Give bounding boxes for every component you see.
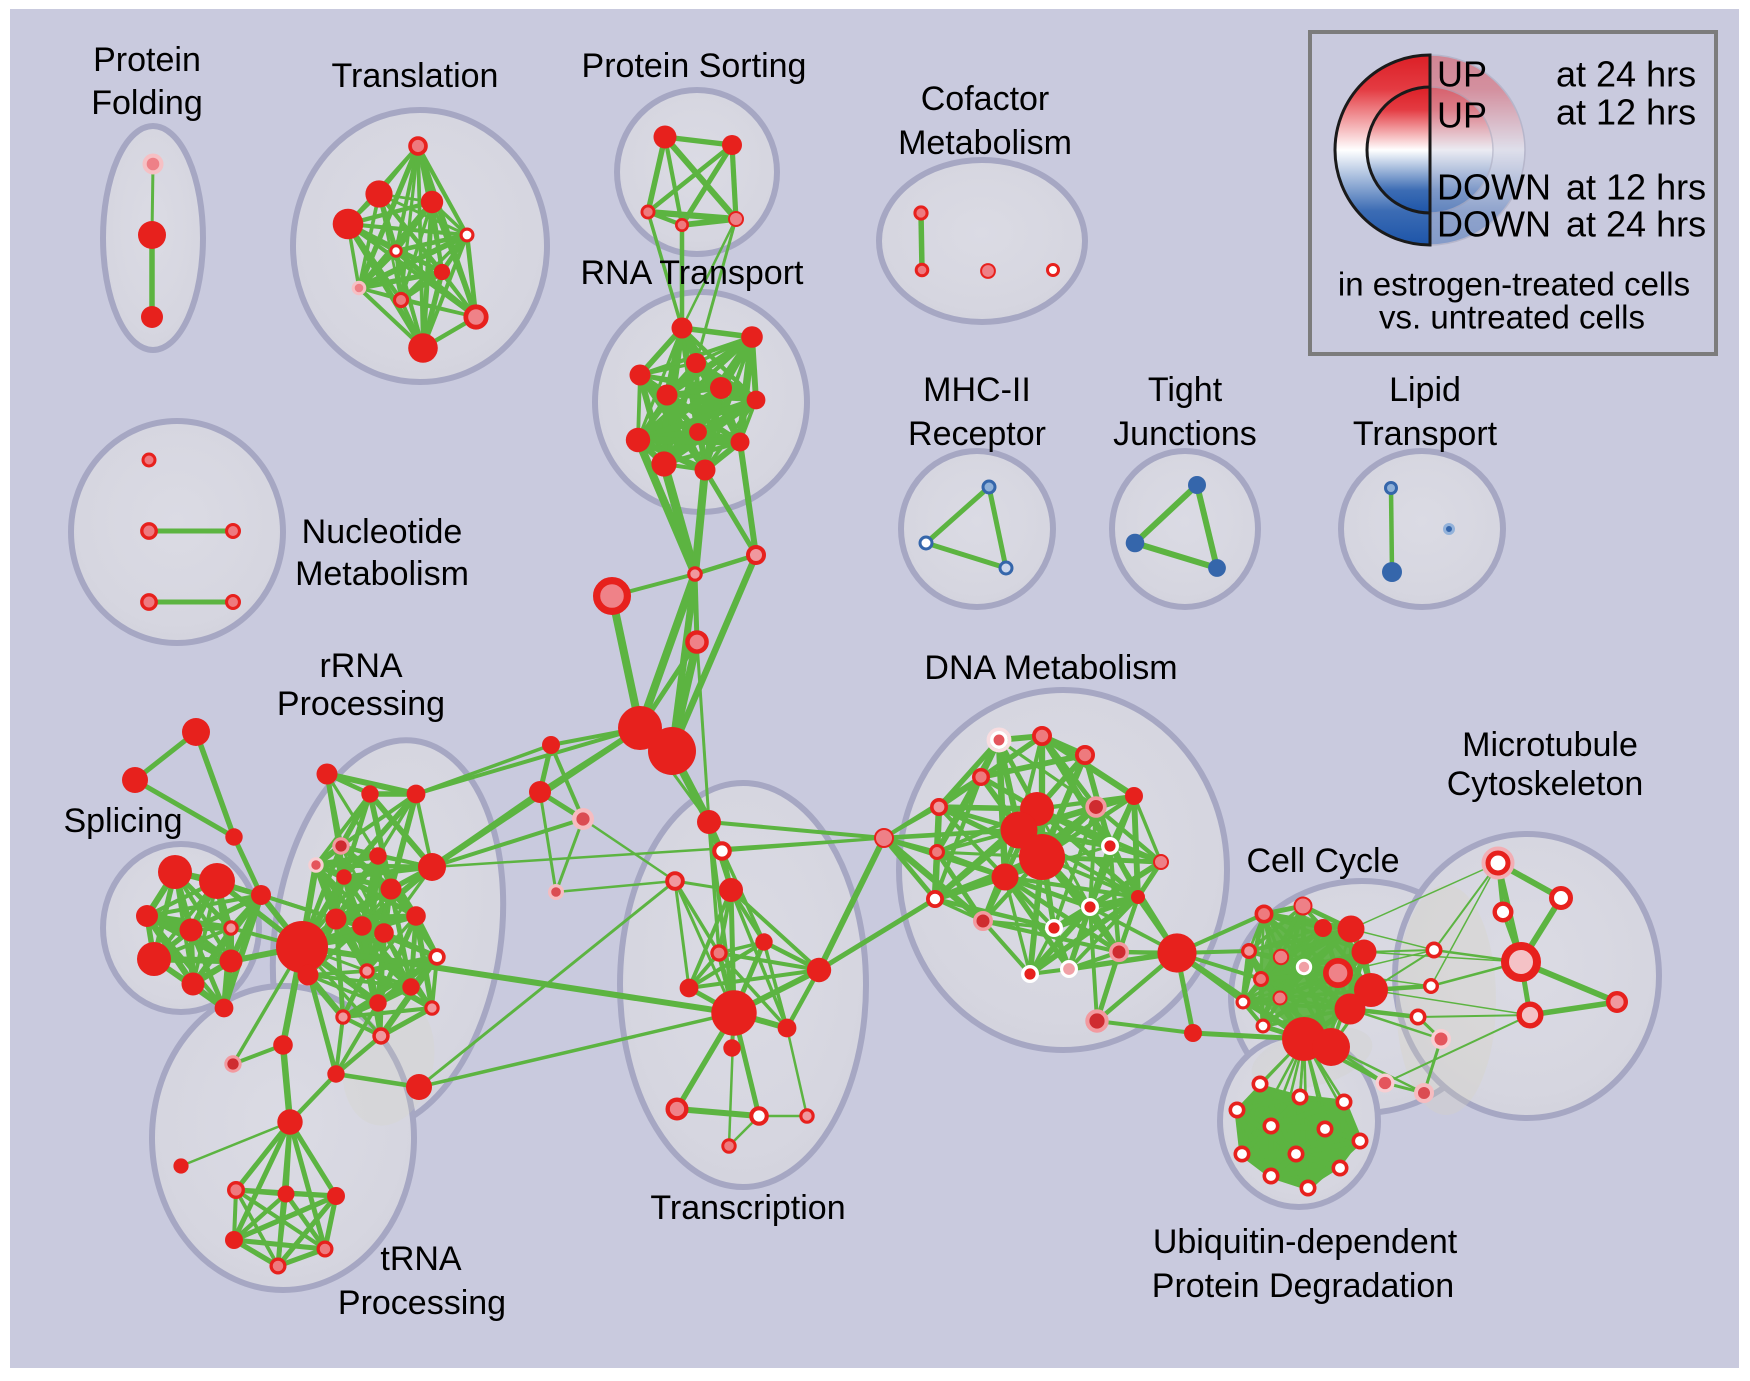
- svg-text:Translation: Translation: [332, 57, 499, 95]
- svg-text:UP: UP: [1437, 95, 1487, 136]
- svg-text:Transcription: Transcription: [650, 1189, 845, 1227]
- svg-text:Ubiquitin-dependent: Ubiquitin-dependent: [1153, 1223, 1458, 1261]
- svg-text:in estrogen-treated cells: in estrogen-treated cells: [1338, 266, 1690, 303]
- svg-text:Tight: Tight: [1148, 371, 1223, 409]
- svg-text:Processing: Processing: [277, 685, 445, 723]
- svg-text:RNA Transport: RNA Transport: [581, 254, 805, 292]
- svg-text:Junctions: Junctions: [1113, 415, 1257, 453]
- svg-text:Receptor: Receptor: [908, 415, 1046, 453]
- svg-text:at 24 hrs: at 24 hrs: [1566, 204, 1706, 245]
- svg-text:DOWN: DOWN: [1437, 204, 1551, 245]
- svg-text:Protein Degradation: Protein Degradation: [1152, 1267, 1454, 1305]
- svg-text:MHC-II: MHC-II: [923, 371, 1031, 409]
- svg-text:Cofactor: Cofactor: [921, 80, 1050, 118]
- svg-text:at 12 hrs: at 12 hrs: [1566, 167, 1706, 208]
- svg-text:Processing: Processing: [338, 1284, 506, 1322]
- svg-text:Nucleotide: Nucleotide: [302, 513, 463, 551]
- svg-text:DNA Metabolism: DNA Metabolism: [924, 649, 1177, 687]
- svg-text:Folding: Folding: [91, 84, 203, 122]
- svg-text:vs. untreated cells: vs. untreated cells: [1379, 299, 1645, 336]
- svg-text:Cytoskeleton: Cytoskeleton: [1447, 765, 1644, 803]
- svg-text:Protein: Protein: [93, 41, 201, 79]
- svg-text:Cell Cycle: Cell Cycle: [1246, 842, 1399, 880]
- svg-text:Lipid: Lipid: [1389, 371, 1461, 409]
- svg-text:tRNA: tRNA: [380, 1240, 462, 1278]
- svg-text:Microtubule: Microtubule: [1462, 726, 1638, 764]
- svg-text:rRNA: rRNA: [319, 647, 402, 685]
- svg-text:Splicing: Splicing: [63, 802, 182, 840]
- svg-text:Metabolism: Metabolism: [898, 124, 1072, 162]
- svg-text:UP: UP: [1437, 54, 1487, 95]
- svg-text:Protein Sorting: Protein Sorting: [582, 47, 807, 85]
- svg-text:Metabolism: Metabolism: [295, 555, 469, 593]
- svg-text:Transport: Transport: [1353, 415, 1498, 453]
- svg-text:at 24 hrs: at 24 hrs: [1556, 54, 1696, 95]
- svg-text:at 12 hrs: at 12 hrs: [1556, 92, 1696, 133]
- svg-text:DOWN: DOWN: [1437, 167, 1551, 208]
